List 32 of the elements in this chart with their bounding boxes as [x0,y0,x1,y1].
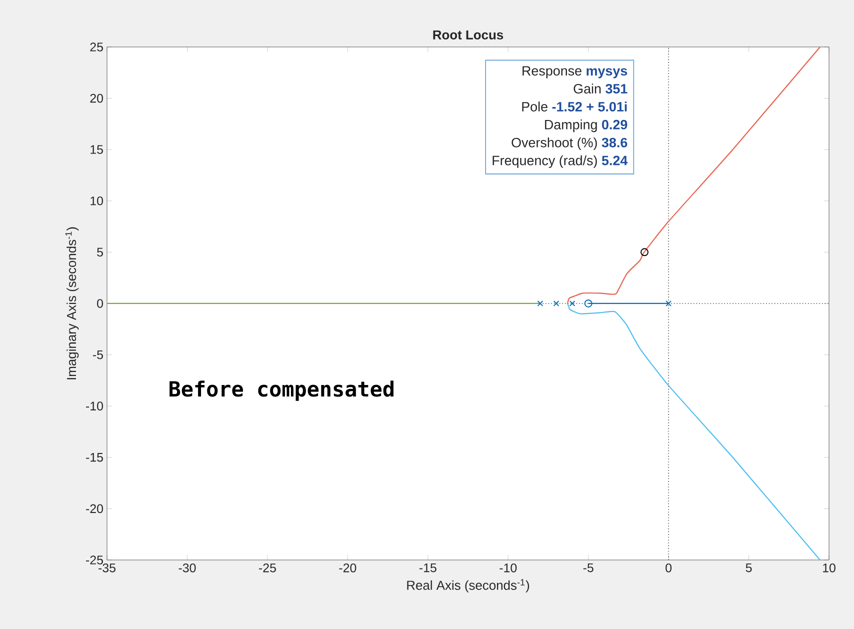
y-tick-label: -15 [86,453,103,462]
x-tick-label: -25 [259,564,276,572]
x-tick-label: 5 [746,564,752,572]
x-tick-label: 0 [666,564,672,572]
y-tick-label: -25 [86,556,103,564]
y-tick-label: -20 [86,504,103,514]
x-tick-label: -20 [339,564,356,572]
annotation: Overshoot (%) 38.6 [512,137,628,150]
annotation: Gain 351 [574,84,628,94]
y-tick-label: 0 [97,299,103,308]
x-tick-label: -15 [419,564,436,572]
x-tick-label: 10 [823,564,836,572]
y-tick-label: -5 [92,350,103,360]
line-series [566,302,821,560]
annotation: Response mysys [522,66,628,78]
y-tick-label: 15 [90,145,103,154]
x-axis-title: Real Axis (seconds$^{-1}$) [407,579,530,592]
y-tick-label: 25 [90,42,103,52]
x-tick-label: -10 [500,564,517,572]
y-tick-label: 20 [90,94,103,103]
chart-title: Root Locus [433,30,504,40]
y-axis-title: Imaginary Axis (seconds$^{-1}$) [65,227,79,380]
x-tick-label: -5 [583,564,594,572]
y-tick-label: 10 [90,196,103,206]
y-tick-label: 5 [97,248,103,257]
annotation: Damping 0.29 [545,120,628,132]
annotation: Before compensated [170,380,394,401]
y-tick-label: -10 [86,402,103,410]
annotation: Pole -1.52 + 5.01i [522,102,627,112]
annotation: Frequency (rad/s) 5.24 [492,155,628,168]
x-tick-label: -35 [98,564,116,572]
x-tick-label: -30 [178,564,196,572]
